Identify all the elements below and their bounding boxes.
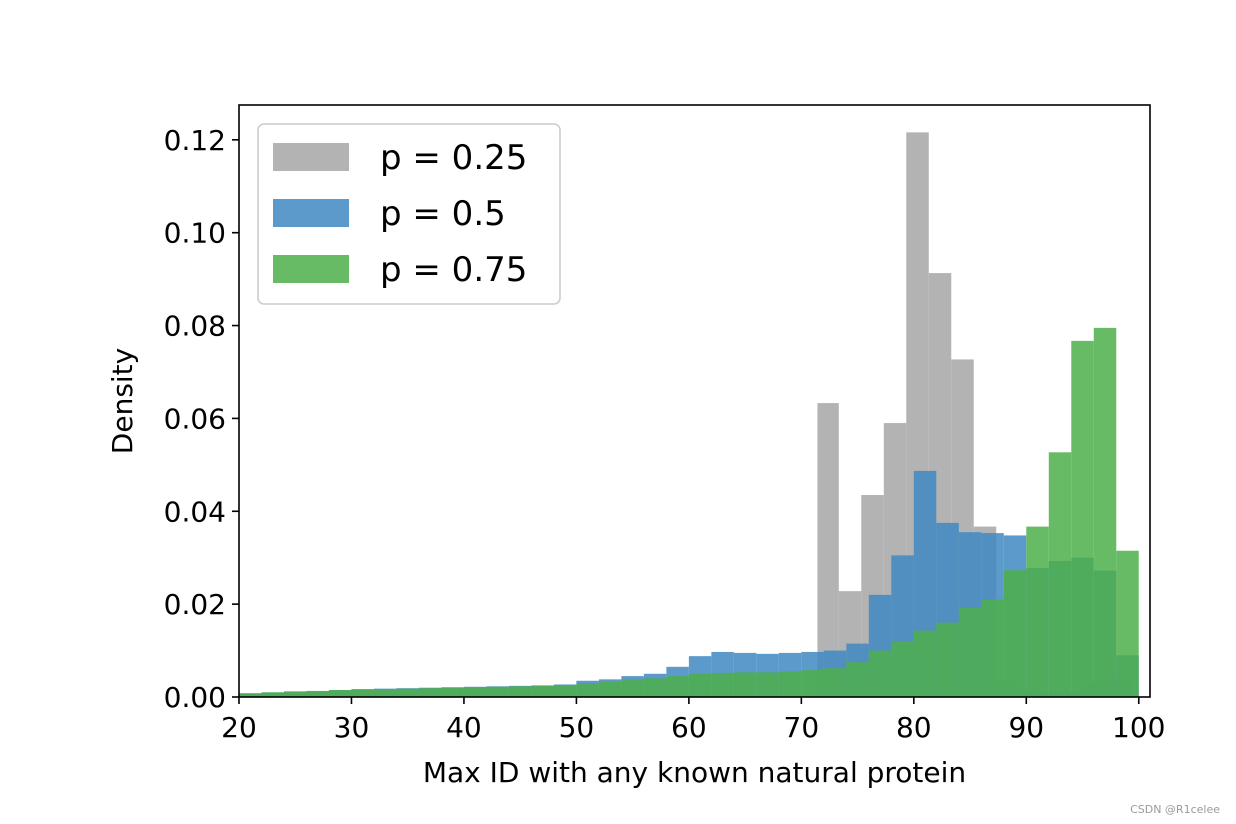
histogram-bar [621, 679, 644, 697]
watermark: CSDN @R1celee [1130, 803, 1220, 816]
y-axis-ticks: 0.00 0.02 0.04 0.06 0.08 0.10 0.12 [164, 124, 239, 714]
histogram-bar [283, 691, 307, 697]
y-tick-label: 0.08 [164, 310, 226, 343]
histogram-bar [396, 688, 419, 697]
histogram-bar [486, 686, 509, 697]
x-axis-ticks: 20 30 40 50 60 70 80 90 100 [221, 697, 1165, 744]
x-tick-label: 90 [1008, 711, 1044, 744]
histogram-bar [823, 668, 847, 697]
y-tick-label: 0.02 [164, 588, 226, 621]
histogram-bar [778, 671, 802, 697]
histogram-bar [1003, 570, 1027, 697]
histogram-bar [958, 607, 982, 697]
histogram-bar [756, 672, 779, 697]
histogram-bar [441, 687, 464, 697]
histogram-bar [643, 678, 667, 697]
histogram-bar [666, 676, 689, 697]
histogram-bar [306, 690, 329, 697]
legend-entries: p = 0.25 p = 0.5 p = 0.75 [273, 138, 527, 290]
legend-label: p = 0.25 [380, 138, 527, 178]
histogram-bar [328, 690, 352, 697]
x-axis-label: Max ID with any known natural protein [423, 756, 966, 789]
histogram-bar [733, 672, 757, 697]
histogram-bar [1048, 452, 1072, 697]
histogram-bar [351, 689, 374, 697]
legend: p = 0.25 p = 0.5 p = 0.75 [257, 123, 561, 305]
x-tick-label: 80 [896, 711, 932, 744]
histogram-bar [846, 662, 869, 697]
histogram-bar [553, 685, 577, 697]
histogram-bar [239, 693, 262, 697]
x-tick-label: 50 [559, 711, 595, 744]
histogram-bar [688, 673, 712, 697]
y-tick-label: 0.04 [164, 495, 226, 528]
histogram-bar [531, 685, 554, 697]
y-tick-label: 0.10 [164, 217, 226, 250]
x-tick-label: 30 [334, 711, 370, 744]
histogram-bar [463, 687, 487, 697]
legend-label: p = 0.5 [380, 194, 506, 234]
histogram-bar [1071, 340, 1094, 697]
series-3 [239, 327, 1139, 697]
y-axis-label: Density [106, 348, 139, 454]
histogram-bar [913, 630, 937, 697]
histogram-bars [239, 132, 1139, 697]
axes-frame [238, 104, 1151, 698]
x-tick-label: 70 [784, 711, 820, 744]
histogram-bar [891, 641, 914, 697]
histogram-bar [711, 672, 734, 697]
legend-swatch [273, 199, 349, 227]
legend-swatch [273, 143, 349, 171]
histogram-bar [936, 622, 959, 697]
histogram-bar [801, 670, 824, 697]
x-tick-label: 100 [1112, 711, 1165, 744]
histogram-bar [817, 403, 839, 697]
histogram-bar [576, 683, 599, 697]
histogram-bar [261, 692, 284, 697]
y-tick-label: 0.00 [164, 681, 226, 714]
histogram-bar [508, 686, 532, 697]
y-tick-label: 0.12 [164, 124, 226, 157]
x-tick-label: 40 [446, 711, 482, 744]
x-tick-label: 60 [671, 711, 707, 744]
histogram-bar [1026, 526, 1049, 697]
legend-label: p = 0.75 [380, 250, 527, 290]
histogram-bar [1116, 550, 1139, 697]
histogram-bar [868, 650, 892, 697]
y-tick-label: 0.06 [164, 402, 226, 435]
x-tick-label: 20 [221, 711, 257, 744]
histogram-bar [373, 689, 397, 697]
legend-swatch [273, 255, 349, 283]
histogram-bar [981, 599, 1004, 697]
histogram-bar [1093, 327, 1117, 697]
histogram-bar [418, 688, 442, 697]
histogram-bar [598, 681, 622, 697]
